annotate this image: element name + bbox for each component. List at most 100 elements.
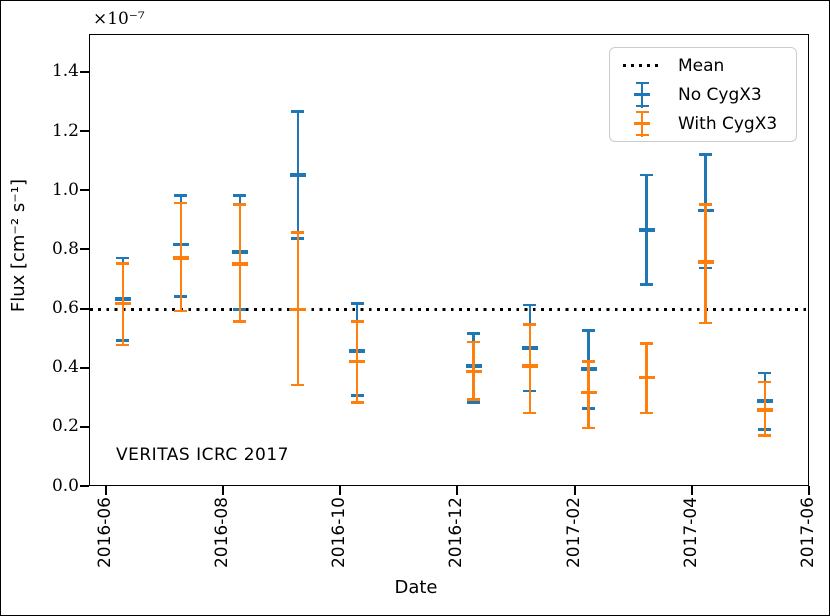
errorbar-top-cap xyxy=(582,360,596,363)
errorbar-center-marker xyxy=(289,307,306,312)
mean-line xyxy=(90,308,808,311)
errorbar-top-cap xyxy=(467,331,481,335)
errorbar-bottom-cap xyxy=(582,426,596,430)
y-tick-mark xyxy=(80,425,89,428)
y-tick-label: 0.2 xyxy=(51,416,79,437)
errorbar-top-cap xyxy=(291,231,305,234)
errorbar-bottom-cap xyxy=(467,401,481,404)
x-tick-mark xyxy=(690,486,693,495)
errorbar-icon-top-cap xyxy=(635,110,649,114)
errorbar-bottom-cap xyxy=(523,411,537,415)
errorbar-line xyxy=(528,324,532,414)
x-tick-mark xyxy=(104,486,107,495)
errorbar-icon-top-cap xyxy=(635,81,649,85)
x-tick-label: 2016-12 xyxy=(446,497,467,569)
errorbar-bottom-cap xyxy=(699,321,713,325)
x-tick-label: 2016-10 xyxy=(329,497,350,569)
errorbar-icon-bottom-cap xyxy=(635,133,649,137)
x-tick-label: 2016-08 xyxy=(212,497,233,569)
errorbar-center-marker xyxy=(638,227,655,232)
errorbar-top-cap xyxy=(233,203,247,206)
errorbar-bottom-cap xyxy=(640,411,654,415)
errorbar-line xyxy=(587,361,590,428)
errorbar-glyph-icon xyxy=(622,81,662,109)
errorbar-icon-center xyxy=(634,121,650,126)
legend-item-with-cygx3: With CygX3 xyxy=(610,109,796,138)
legend-label: Mean xyxy=(678,55,725,76)
x-tick-mark xyxy=(222,486,225,495)
errorbar-center-marker xyxy=(521,363,538,368)
errorbar-top-cap xyxy=(523,323,537,326)
errorbar-center-marker xyxy=(114,301,131,306)
errorbar-top-cap xyxy=(640,342,654,345)
errorbar-center-marker xyxy=(349,359,366,364)
errorbar-top-cap xyxy=(758,371,772,375)
legend-label: No CygX3 xyxy=(678,84,762,105)
legend-label: With CygX3 xyxy=(678,113,778,134)
errorbar-top-cap xyxy=(523,303,537,307)
errorbar-bottom-cap xyxy=(174,309,188,313)
y-tick-label: 0.8 xyxy=(51,238,79,259)
y-tick-mark xyxy=(80,189,89,192)
legend-item-no-cygx3: No CygX3 xyxy=(610,80,796,109)
y-tick-mark xyxy=(80,70,89,73)
errorbar-top-cap xyxy=(233,194,247,197)
errorbar-icon xyxy=(634,110,650,137)
y-axis-label: Flux [cm⁻² s⁻¹] xyxy=(8,179,29,313)
errorbar-top-cap xyxy=(350,320,364,323)
errorbar-icon xyxy=(634,81,650,108)
errorbar-center-marker xyxy=(172,256,189,260)
y-axis-offset-text: ×10⁻⁷ xyxy=(93,9,145,29)
errorbar-top-cap xyxy=(174,201,188,205)
errorbar-top-cap xyxy=(291,110,305,113)
errorbar-icon-bottom-cap xyxy=(635,104,649,108)
dotted-line-icon xyxy=(623,64,661,67)
errorbar-bottom-cap xyxy=(350,401,364,404)
errorbar-center-marker xyxy=(289,173,306,177)
x-tick-label: 2017-02 xyxy=(563,497,584,569)
x-tick-mark xyxy=(456,486,459,495)
legend: Mean No CygX3 With CygX3 xyxy=(609,47,797,142)
y-tick-mark xyxy=(80,366,89,369)
errorbar-bottom-cap xyxy=(467,398,481,402)
y-tick-label: 1.2 xyxy=(51,120,79,141)
x-tick-mark xyxy=(573,486,576,495)
errorbar-bottom-cap xyxy=(640,283,654,286)
y-tick-label: 0.0 xyxy=(51,475,79,496)
y-tick-label: 1.4 xyxy=(51,61,79,82)
errorbar-bottom-cap xyxy=(291,383,305,387)
legend-item-mean: Mean xyxy=(610,51,796,80)
annotation-veritas-icrc-2017: VERITAS ICRC 2017 xyxy=(116,445,289,465)
y-tick-label: 0.6 xyxy=(51,298,79,319)
y-tick-label: 1.0 xyxy=(51,179,79,200)
y-tick-mark xyxy=(80,248,89,251)
errorbar-bottom-cap xyxy=(116,343,130,347)
errorbar-top-cap xyxy=(699,153,713,156)
errorbar-top-cap xyxy=(116,262,130,266)
x-tick-label: 2017-06 xyxy=(798,497,818,569)
errorbar-top-cap xyxy=(174,194,188,197)
x-axis-label: Date xyxy=(394,577,438,598)
errorbar-center-marker xyxy=(465,369,482,374)
errorbar-top-cap xyxy=(699,203,713,206)
y-tick-mark xyxy=(80,307,89,310)
errorbar-center-marker xyxy=(756,408,773,412)
x-tick-mark xyxy=(808,486,810,495)
y-tick-label: 0.4 xyxy=(51,357,79,378)
errorbar-top-cap xyxy=(116,256,130,260)
errorbar-top-cap xyxy=(467,340,481,344)
errorbar-glyph-icon xyxy=(622,110,662,138)
mean-dotted-glyph xyxy=(622,52,662,80)
y-tick-mark xyxy=(80,485,89,487)
x-tick-label: 2016-06 xyxy=(94,497,115,569)
errorbar-center-marker xyxy=(231,261,248,266)
errorbar-bottom-cap xyxy=(758,433,772,437)
errorbar-icon-center xyxy=(634,92,650,97)
x-tick-mark xyxy=(339,486,342,495)
errorbar-center-marker xyxy=(638,375,655,380)
errorbar-bottom-cap xyxy=(233,320,247,323)
errorbar-top-cap xyxy=(640,173,654,177)
errorbar-top-cap xyxy=(350,302,364,305)
y-tick-mark xyxy=(80,130,89,133)
